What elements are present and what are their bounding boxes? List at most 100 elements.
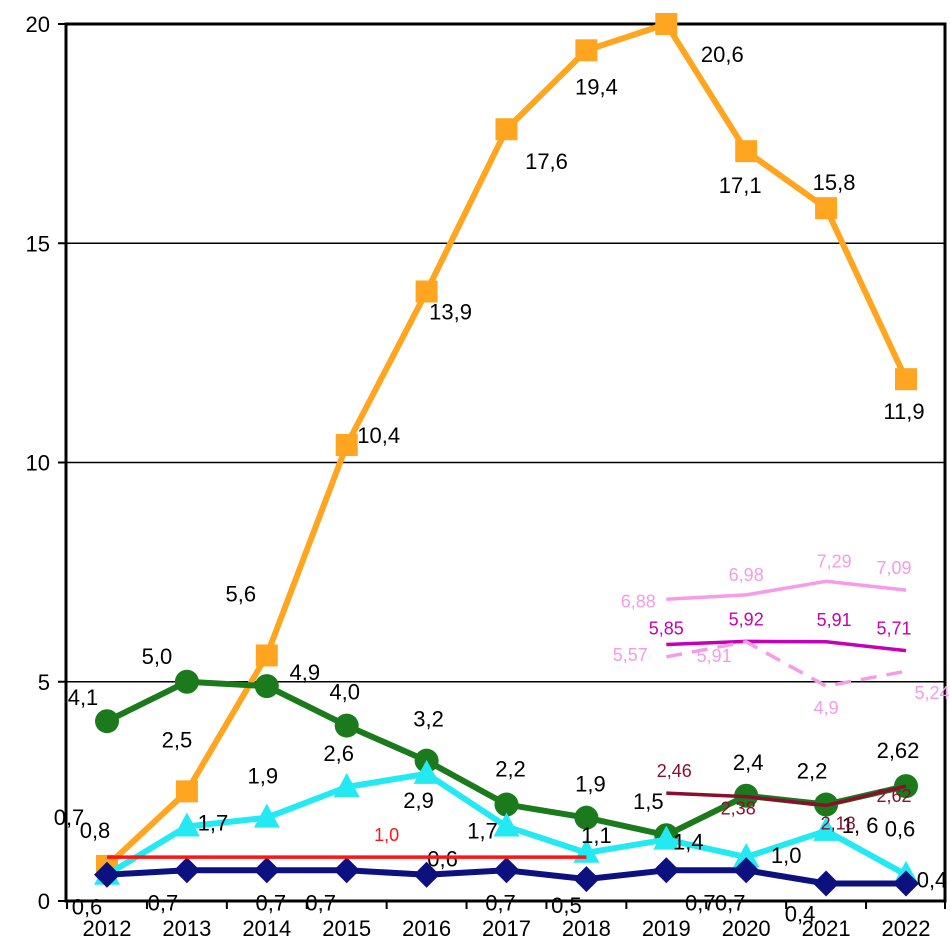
x-tick-label: 2016 xyxy=(402,916,451,941)
data-label: 5,92 xyxy=(729,609,764,629)
data-label: 5,6 xyxy=(226,581,257,606)
data-point-square xyxy=(175,780,198,803)
data-label: 2,46 xyxy=(657,761,692,781)
data-label: 0,5 xyxy=(551,893,582,918)
series-line xyxy=(666,639,907,653)
data-point-diamond xyxy=(653,857,680,884)
data-point-triangle xyxy=(413,759,440,784)
data-label: 2,5 xyxy=(162,727,193,752)
data-point-circle xyxy=(95,709,119,734)
x-tick-label: 2014 xyxy=(242,916,291,941)
data-point-triangle xyxy=(253,803,280,828)
plot-area-border xyxy=(64,22,947,903)
data-point-diamond xyxy=(413,861,440,888)
data-point-triangle xyxy=(493,812,520,837)
data-label: 1,7 xyxy=(467,818,498,843)
data-label: 5,24 xyxy=(914,683,949,703)
data-label: 2,2 xyxy=(495,757,526,782)
data-point-diamond xyxy=(733,857,760,884)
data-label: 5,71 xyxy=(876,619,911,639)
data-point-square xyxy=(415,280,438,303)
data-label: 1,1 xyxy=(581,823,612,848)
x-tick-label: 2022 xyxy=(882,916,931,941)
x-tick-label: 2012 xyxy=(83,916,132,941)
data-point-diamond xyxy=(573,866,600,893)
data-point-triangle xyxy=(173,812,200,837)
data-label: 0,7 xyxy=(256,890,287,915)
data-label: 3,2 xyxy=(413,707,444,732)
data-label: 2,18 xyxy=(821,813,856,833)
data-label: 11,9 xyxy=(883,399,924,424)
data-label: 20,6 xyxy=(701,42,744,67)
data-label: 0,8 xyxy=(80,818,111,843)
data-point-diamond xyxy=(253,857,280,884)
y-tick-label: 15 xyxy=(26,231,50,256)
x-tick-label: 2017 xyxy=(482,916,531,941)
data-point-diamond xyxy=(813,870,840,897)
series-line xyxy=(665,640,907,688)
data-point-diamond xyxy=(173,857,200,884)
data-label: 5,91 xyxy=(817,610,852,630)
x-tick-label: 2019 xyxy=(642,916,691,941)
data-label: 7,29 xyxy=(817,551,852,571)
data-point-triangle xyxy=(333,772,360,797)
data-label: 4,9 xyxy=(290,660,321,685)
data-point-circle xyxy=(494,792,519,817)
x-tick-label: 2018 xyxy=(562,916,611,941)
data-label: 10,4 xyxy=(357,423,400,448)
data-label: 2,62 xyxy=(877,738,920,763)
data-label: 2,38 xyxy=(721,799,756,819)
data-label: 0,7 xyxy=(715,890,746,915)
y-tick-label: 5 xyxy=(38,670,50,695)
data-point-triangle xyxy=(813,816,840,841)
data-label: 0,6 xyxy=(427,847,458,872)
y-tick-label: 20 xyxy=(26,12,50,37)
data-point-triangle xyxy=(653,825,680,850)
data-label: 1, 6 xyxy=(842,813,879,838)
y-tick-label: 0 xyxy=(38,889,50,914)
x-tick-label: 2013 xyxy=(162,916,211,941)
data-point-triangle xyxy=(733,843,760,868)
series-line xyxy=(104,21,909,869)
data-label: 0,4 xyxy=(917,867,948,892)
data-label: 19,4 xyxy=(575,74,618,99)
data-label: 4,1 xyxy=(68,685,99,710)
y-tick-label: 10 xyxy=(26,451,50,476)
data-label: 5,0 xyxy=(142,644,173,669)
data-label: 4,0 xyxy=(329,680,360,705)
data-label: 0,7 xyxy=(305,890,336,915)
data-label: 2,62 xyxy=(876,786,911,806)
data-label: 5,57 xyxy=(613,645,648,665)
data-label: 1,0 xyxy=(374,825,399,845)
data-point-diamond xyxy=(493,857,520,884)
x-tick-label: 2021 xyxy=(802,916,851,941)
data-point-square xyxy=(895,368,917,391)
data-point-diamond xyxy=(333,857,360,884)
data-label: 17,1 xyxy=(719,173,762,198)
data-point-square xyxy=(815,197,838,220)
data-point-diamond xyxy=(893,870,919,897)
data-label: 2,4 xyxy=(733,750,764,775)
data-label: 0,7 xyxy=(685,890,716,915)
data-point-circle xyxy=(574,805,599,830)
data-label: 7,09 xyxy=(876,558,911,578)
data-point-square xyxy=(655,13,678,35)
data-point-square xyxy=(575,39,598,62)
data-label: 0,4 xyxy=(785,901,816,926)
x-tick-label: 2020 xyxy=(722,916,771,941)
data-label: 0,7 xyxy=(54,805,85,830)
series-line xyxy=(666,784,907,808)
data-point-circle xyxy=(254,674,279,699)
data-label: 5,85 xyxy=(649,618,684,638)
data-point-square xyxy=(255,644,278,667)
data-label: 17,6 xyxy=(525,149,568,174)
data-label: 13,9 xyxy=(429,299,472,324)
data-point-square xyxy=(495,118,518,141)
x-tick-label: 2015 xyxy=(322,916,371,941)
data-point-circle xyxy=(334,713,359,738)
data-label: 1,0 xyxy=(771,843,802,868)
data-label: 2,9 xyxy=(403,788,434,813)
data-label: 1,9 xyxy=(575,772,606,797)
data-label: 1,7 xyxy=(198,810,229,835)
